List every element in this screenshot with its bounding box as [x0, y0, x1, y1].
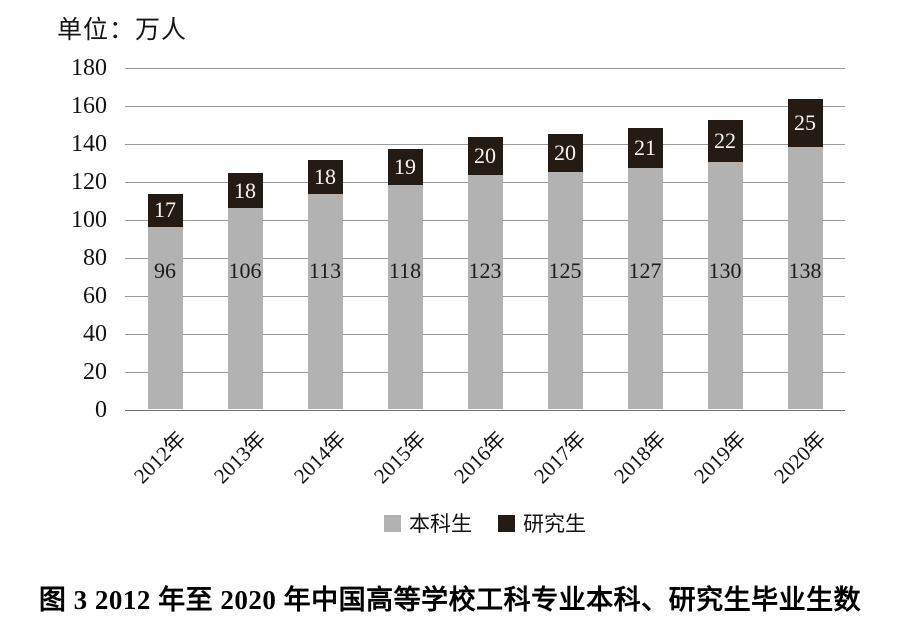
undergrad-segment	[147, 226, 183, 409]
undergrad-segment	[707, 162, 743, 409]
legend-swatch-undergrad	[384, 514, 401, 532]
y-tick-label: 0	[95, 397, 107, 423]
grad-value-label: 17	[154, 197, 176, 223]
bar-2014年: 18 113	[307, 160, 343, 409]
grad-segment: 21	[627, 127, 663, 168]
x-tick-label: 2016年	[449, 426, 511, 489]
y-tick-label: 120	[71, 169, 107, 195]
y-tick-label: 100	[71, 207, 107, 233]
undergrad-value-label: 96	[154, 258, 176, 283]
undergrad-value-label: 123	[468, 258, 502, 283]
undergrad-value-label: 113	[308, 258, 342, 283]
grad-value-label: 25	[794, 110, 816, 136]
undergrad-value-label: 138	[788, 258, 822, 283]
y-axis: 0 20 40 60 80 100 120 140 160 180	[0, 56, 107, 422]
x-tick-label: 2017年	[529, 426, 591, 489]
y-tick-label: 60	[83, 283, 107, 309]
x-tick-label: 2019年	[689, 426, 751, 489]
x-tick-label: 2014年	[289, 426, 351, 489]
undergrad-segment	[787, 146, 823, 409]
undergrad-segment	[547, 171, 583, 409]
y-tick-label: 40	[83, 321, 107, 347]
undergrad-segment	[307, 194, 343, 409]
bar-2017年: 20 125	[547, 133, 583, 409]
legend: 本科生 研究生	[125, 508, 845, 538]
legend-swatch-grad	[498, 514, 515, 532]
undergrad-value-label: 130	[708, 258, 742, 283]
figure-caption: 图 3 2012 年至 2020 年中国高等学校工科专业本科、研究生毕业生数	[38, 585, 862, 615]
y-tick-label: 160	[71, 93, 107, 119]
legend-label: 本科生	[409, 512, 472, 536]
grad-segment: 25	[787, 99, 823, 147]
grad-segment: 22	[707, 120, 743, 162]
undergrad-value-label: 125	[548, 258, 582, 283]
bar-2013年: 18 106	[227, 173, 263, 409]
gridline	[125, 67, 845, 69]
grad-value-label: 22	[714, 128, 736, 154]
undergrad-value-label: 127	[628, 258, 662, 283]
y-tick-label: 20	[83, 359, 107, 385]
undergrad-segment	[227, 207, 263, 409]
grad-value-label: 19	[394, 153, 416, 179]
bar-2015年: 19 118	[387, 148, 423, 409]
grad-segment: 19	[387, 148, 423, 185]
y-tick-label: 140	[71, 131, 107, 157]
x-tick-label: 2018年	[609, 426, 671, 489]
gridline	[125, 105, 845, 107]
x-axis: 2012年 2013年 2014年 2015年 2016年 2017年 2018年 2019年…	[125, 412, 845, 508]
legend-item-undergrad: 本科生	[384, 508, 472, 538]
plot-area: 17 96 18 106 18 113 19 118 20 123 20 125 21 127 22 130 2…	[125, 67, 845, 411]
legend-label: 研究生	[523, 512, 586, 536]
x-tick-label: 2015年	[369, 426, 431, 489]
grad-segment: 20	[547, 133, 583, 172]
grad-value-label: 18	[234, 177, 256, 203]
grad-segment: 20	[467, 137, 503, 176]
grad-segment: 17	[147, 194, 183, 227]
undergrad-value-label: 106	[228, 258, 262, 283]
bar-2016年: 20 123	[467, 137, 503, 409]
unit-label: 单位：万人	[57, 17, 188, 44]
x-tick-label: 2013年	[209, 426, 271, 489]
undergrad-value-label: 118	[388, 258, 422, 283]
legend-item-grad: 研究生	[498, 508, 586, 538]
y-tick-label: 180	[71, 55, 107, 81]
x-tick-label: 2020年	[769, 426, 831, 489]
gridline	[125, 409, 845, 411]
undergrad-segment	[387, 184, 423, 409]
grad-segment: 18	[307, 160, 343, 195]
undergrad-segment	[467, 175, 503, 409]
grad-value-label: 20	[474, 143, 496, 169]
bar-2012年: 17 96	[147, 194, 183, 409]
undergrad-segment	[627, 167, 663, 409]
grad-value-label: 21	[634, 134, 656, 160]
bar-2019年: 22 130	[707, 120, 743, 409]
grad-value-label: 20	[554, 139, 576, 165]
bar-2018年: 21 127	[627, 127, 663, 409]
bar-2020年: 25 138	[787, 99, 823, 409]
grad-segment: 18	[227, 173, 263, 208]
grad-value-label: 18	[314, 164, 336, 190]
x-tick-label: 2012年	[129, 426, 191, 489]
y-tick-label: 80	[83, 245, 107, 271]
